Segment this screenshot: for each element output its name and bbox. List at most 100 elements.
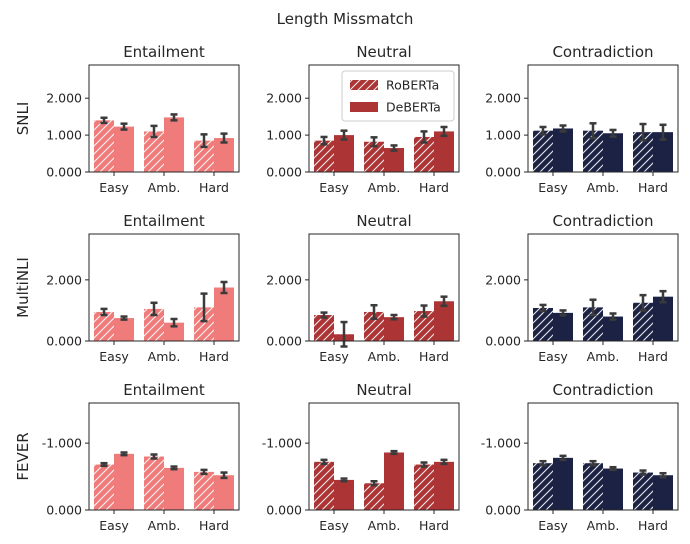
x-tick-label: Hard (638, 180, 668, 195)
errorbar-roberta-easy (320, 135, 328, 146)
x-tick-label: Hard (419, 180, 449, 195)
y-tick-label: 2.000 (485, 272, 521, 287)
errorbar-deberta-hard (440, 125, 448, 138)
errorbar-deberta-easy (340, 129, 348, 141)
bar-roberta-easy-hatch (533, 463, 553, 510)
errorbar-deberta-amb (390, 449, 398, 456)
errorbar-roberta-easy (100, 307, 108, 317)
bar-roberta-hard-hatch (414, 311, 434, 341)
errorbar-deberta-amb (609, 465, 617, 472)
x-tick-label: Easy (319, 518, 349, 533)
errorbar-deberta-amb (390, 313, 398, 321)
errorbar-roberta-easy (100, 116, 108, 125)
errorbar-deberta-amb (170, 465, 178, 471)
errorbar-roberta-hard (420, 130, 428, 144)
axes-frame (308, 64, 460, 173)
panel-multinli-contradiction: Contradiction 0.000 2.000 Easy Amb. Hard (485, 212, 679, 364)
bar-roberta-easy-hatch (533, 307, 553, 341)
y-tick-label: 0.000 (485, 165, 521, 180)
x-tick-label: Amb. (587, 349, 620, 364)
legend-swatch-deberta (350, 102, 378, 112)
legend: RoBERTa DeBERTa (341, 70, 455, 122)
bar-deberta-hard (653, 475, 673, 510)
errorbar-roberta-easy (320, 458, 328, 466)
x-tick-label: Hard (419, 518, 449, 533)
panel-title: Entailment (123, 212, 205, 230)
errorbar-deberta-hard (220, 280, 228, 295)
legend-swatch-hatch (350, 80, 378, 90)
bar-roberta-easy-hatch (533, 130, 553, 172)
bar-deberta-amb (164, 117, 184, 172)
bar-deberta-easy (553, 457, 573, 510)
bar-deberta-amb (164, 467, 184, 510)
errorbar-roberta-amb (589, 459, 597, 467)
errorbar-deberta-hard (440, 458, 448, 466)
errorbar-roberta-easy (320, 311, 328, 319)
bar-deberta-easy (114, 126, 134, 172)
y-tick-label: 2.000 (266, 272, 302, 287)
bar-roberta-amb-hatch (583, 130, 603, 172)
errorbar-deberta-amb (390, 144, 398, 152)
x-tick-label: Hard (199, 518, 229, 533)
bar-roberta-amb-hatch (144, 131, 164, 172)
errorbar-roberta-easy (539, 459, 547, 467)
y-tick-label: 2.000 (485, 91, 521, 106)
errorbar-deberta-amb (170, 113, 178, 122)
y-tick-label: 1.000 (266, 128, 302, 143)
x-tick-label: Easy (319, 180, 349, 195)
x-tick-label: Easy (538, 518, 568, 533)
panel-fever-entailment: Entailment 0.000 -1.000 Easy Amb. Hard FEVER (14, 381, 240, 533)
x-tick-label: Easy (538, 349, 568, 364)
axes-frame (88, 402, 240, 511)
y-tick-label: 2.000 (266, 91, 302, 106)
x-tick-label: Easy (99, 349, 129, 364)
x-tick-label: Hard (199, 349, 229, 364)
errorbar-roberta-hard (639, 122, 647, 142)
panels: Entailment 0.000 1.000 2.000 Easy Amb. Hard SNL… (14, 43, 679, 533)
errorbar-deberta-easy (559, 309, 567, 317)
y-tick-label: 0.000 (266, 503, 302, 518)
errorbar-deberta-easy (120, 451, 128, 457)
axes-frame (88, 64, 240, 173)
bar-roberta-amb-hatch (364, 483, 384, 510)
bar-deberta-easy (553, 128, 573, 172)
errorbar-deberta-hard (220, 132, 228, 144)
y-tick-label: 1.000 (46, 128, 82, 143)
errorbar-roberta-easy (539, 303, 547, 313)
errorbar-roberta-amb (370, 136, 378, 148)
y-tick-label: -1.000 (481, 436, 521, 451)
errorbar-deberta-amb (170, 317, 178, 328)
bar-roberta-easy-hatch (314, 140, 334, 172)
errorbar-roberta-amb (150, 453, 158, 460)
legend-label: DeBERTa (386, 100, 441, 115)
x-tick-label: Hard (419, 349, 449, 364)
x-tick-label: Hard (199, 180, 229, 195)
bar-deberta-hard (214, 475, 234, 510)
y-tick-label: 2.000 (46, 91, 82, 106)
y-tick-label: -1.000 (42, 436, 82, 451)
bar-deberta-hard (434, 461, 454, 510)
errorbar-roberta-hard (420, 304, 428, 318)
bar-roberta-hard-hatch (194, 307, 214, 341)
errorbar-deberta-amb (609, 128, 617, 138)
errorbar-deberta-hard (659, 289, 667, 304)
bar-deberta-easy (553, 312, 573, 341)
y-axis-label: MultiNLI (14, 257, 32, 318)
y-axis-label: SNLI (14, 102, 32, 136)
figure-title: Length Missmatch (277, 10, 414, 28)
errorbar-deberta-easy (340, 477, 348, 483)
errorbar-roberta-amb (150, 124, 158, 139)
x-tick-label: Amb. (368, 518, 401, 533)
x-tick-label: Hard (638, 349, 668, 364)
bar-roberta-amb-hatch (144, 456, 164, 510)
y-tick-label: 0.000 (46, 334, 82, 349)
x-tick-label: Amb. (368, 180, 401, 195)
panel-snli-entailment: Entailment 0.000 1.000 2.000 Easy Amb. Hard SNL… (14, 43, 240, 195)
bar-roberta-hard-hatch (194, 471, 214, 510)
panel-fever-contradiction: Contradiction 0.000 -1.000 Easy Amb. Hard (481, 381, 679, 533)
errorbar-deberta-hard (659, 123, 667, 141)
panel-title: Contradiction (552, 381, 653, 399)
bar-deberta-amb (384, 148, 404, 172)
panel-title: Neutral (356, 212, 411, 230)
y-tick-label: 1.000 (485, 128, 521, 143)
